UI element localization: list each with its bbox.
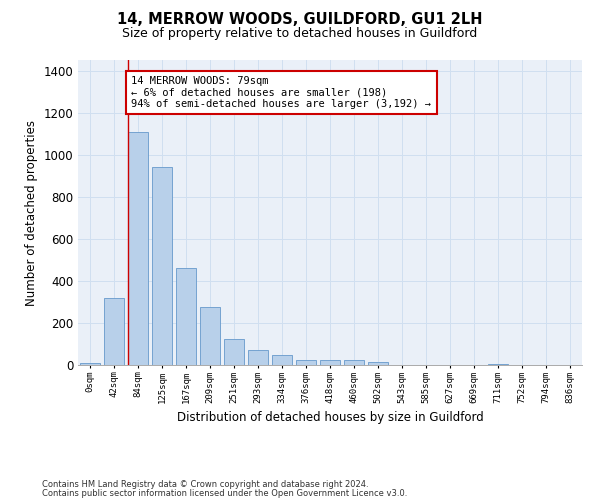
Text: 14, MERROW WOODS, GUILDFORD, GU1 2LH: 14, MERROW WOODS, GUILDFORD, GU1 2LH bbox=[117, 12, 483, 28]
Bar bbox=[296, 360, 316, 365]
Y-axis label: Number of detached properties: Number of detached properties bbox=[25, 120, 38, 306]
Bar bbox=[152, 168, 172, 365]
Bar bbox=[104, 298, 124, 365]
Bar bbox=[272, 355, 292, 365]
Text: Size of property relative to detached houses in Guildford: Size of property relative to detached ho… bbox=[122, 28, 478, 40]
Text: Contains public sector information licensed under the Open Government Licence v3: Contains public sector information licen… bbox=[42, 488, 407, 498]
X-axis label: Distribution of detached houses by size in Guildford: Distribution of detached houses by size … bbox=[176, 411, 484, 424]
Bar bbox=[488, 364, 508, 365]
Bar bbox=[200, 307, 220, 365]
Bar bbox=[248, 350, 268, 365]
Bar bbox=[224, 338, 244, 365]
Bar bbox=[368, 362, 388, 365]
Bar bbox=[128, 132, 148, 365]
Bar bbox=[176, 268, 196, 365]
Text: Contains HM Land Registry data © Crown copyright and database right 2024.: Contains HM Land Registry data © Crown c… bbox=[42, 480, 368, 489]
Bar bbox=[80, 363, 100, 365]
Text: 14 MERROW WOODS: 79sqm
← 6% of detached houses are smaller (198)
94% of semi-det: 14 MERROW WOODS: 79sqm ← 6% of detached … bbox=[131, 76, 431, 109]
Bar bbox=[320, 360, 340, 365]
Bar bbox=[344, 360, 364, 365]
